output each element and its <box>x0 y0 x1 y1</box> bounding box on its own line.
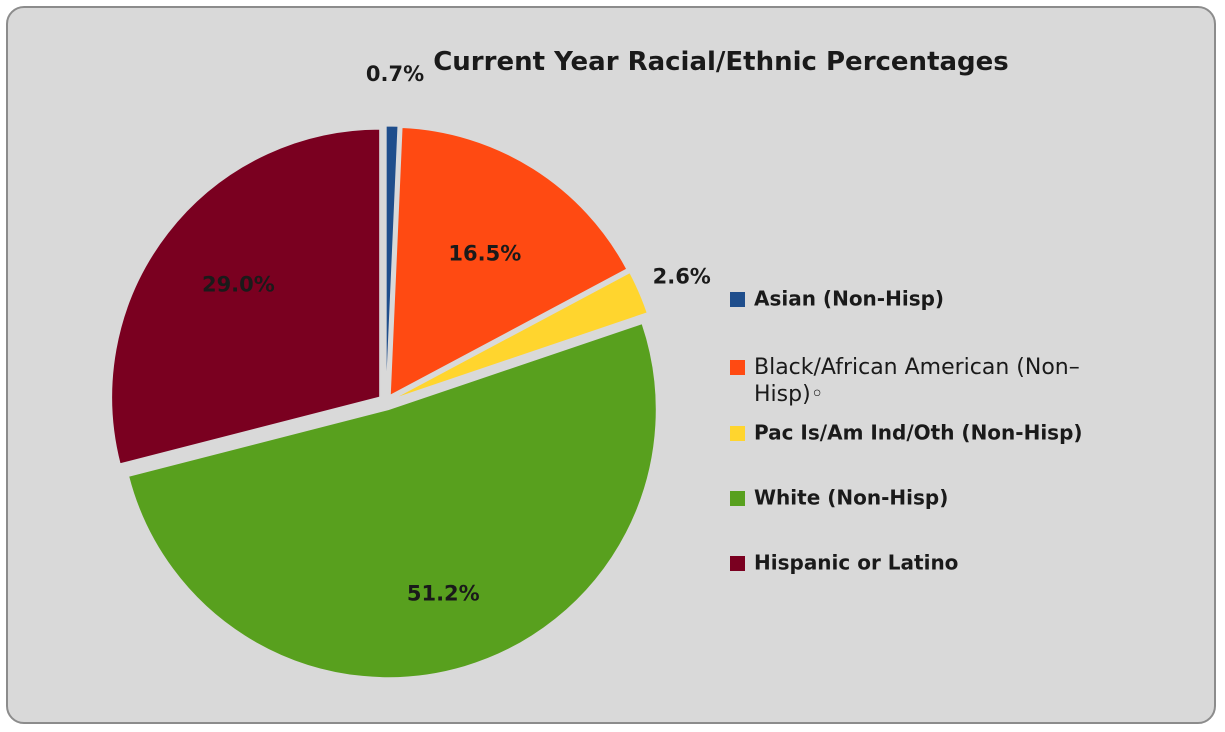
legend-label-2: Black/African American (Non– <box>754 355 1080 380</box>
chart-frame: Current Year Racial/Ethnic Percentages 0… <box>6 6 1216 724</box>
pie-slice-2 <box>389 126 628 397</box>
legend-label-5: Hispanic or Latino <box>754 551 958 575</box>
legend-swatch-3 <box>730 426 745 441</box>
pie-chart: Current Year Racial/Ethnic Percentages 0… <box>111 47 1083 679</box>
data-labels: 0.7% 16.5% 2.6% 51.2% 29.0% <box>202 62 711 605</box>
data-label-4: 51.2% <box>407 582 480 606</box>
legend: Asian (Non-Hisp) Black/African American (… <box>730 287 1083 575</box>
legend-label-4: White (Non-Hisp) <box>754 486 948 510</box>
pie-slice-4 <box>128 323 657 679</box>
legend-swatch-5 <box>730 556 745 571</box>
data-label-2: 16.5% <box>448 242 521 266</box>
data-label-1: 0.7% <box>366 62 424 86</box>
pie-slices <box>111 125 657 679</box>
pie-slice-1 <box>385 125 399 395</box>
legend-swatch-1 <box>730 292 745 307</box>
data-label-3: 2.6% <box>653 264 711 288</box>
legend-label-1: Asian (Non-Hisp) <box>754 287 944 311</box>
pie-slice-5 <box>111 128 381 465</box>
pie-slice-3 <box>393 271 648 400</box>
legend-label-3: Pac Is/Am Ind/Oth (Non-Hisp) <box>754 421 1083 445</box>
chart-title: Current Year Racial/Ethnic Percentages <box>433 47 1009 77</box>
legend-label-2-line2: Hisp)◦ <box>754 382 824 407</box>
data-label-5: 29.0% <box>202 272 275 296</box>
legend-swatch-2 <box>730 360 745 375</box>
legend-swatch-4 <box>730 491 745 506</box>
